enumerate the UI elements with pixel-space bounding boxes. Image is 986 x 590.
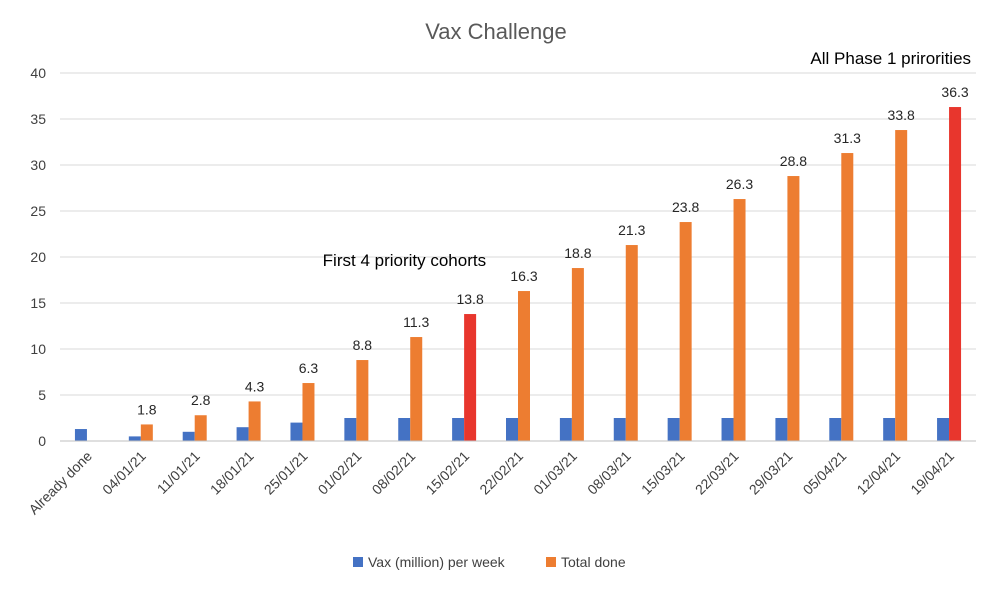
x-tick-label: 25/01/21 [261, 448, 311, 498]
bar-total-done [625, 245, 638, 441]
bar-total-done [679, 222, 692, 441]
data-label: 13.8 [456, 291, 483, 307]
bar-vax-per-week [721, 418, 734, 441]
bar-vax-per-week [883, 418, 896, 441]
legend-swatch [353, 557, 363, 567]
x-tick-label: 01/03/21 [530, 448, 580, 498]
x-tick-label: 08/02/21 [369, 448, 419, 498]
bar-total-done [787, 176, 800, 442]
data-label: 26.3 [726, 176, 753, 192]
data-label: 2.8 [191, 392, 211, 408]
x-tick-label: 04/01/21 [99, 448, 149, 498]
bars [74, 107, 962, 442]
legend-swatch [546, 557, 556, 567]
chart-title: Vax Challenge [425, 19, 566, 44]
x-tick-label: 29/03/21 [746, 448, 796, 498]
data-label: 8.8 [353, 337, 373, 353]
y-tick-label: 40 [30, 65, 46, 81]
y-tick-label: 20 [30, 249, 46, 265]
bar-vax-per-week [398, 418, 411, 441]
bar-total-done [841, 153, 854, 442]
x-tick-label: 19/04/21 [907, 448, 957, 498]
bar-vax-per-week [74, 429, 87, 441]
bar-total-done [194, 415, 207, 441]
bar-vax-per-week [937, 418, 950, 441]
annotations: First 4 priority cohorts All Phase 1 prir… [323, 49, 971, 270]
x-tick-label: 18/01/21 [207, 448, 257, 498]
annotation: All Phase 1 prirorities [810, 49, 971, 68]
bar-total-done [302, 383, 315, 441]
bar-vax-per-week [290, 422, 303, 441]
bar-vax-per-week [182, 431, 195, 441]
bar-vax-per-week [613, 418, 626, 441]
gridlines [60, 72, 976, 442]
bar-vax-per-week [559, 418, 572, 441]
y-tick-label: 30 [30, 157, 46, 173]
x-tick-label: 11/01/21 [154, 448, 203, 497]
data-label: 36.3 [941, 84, 968, 100]
data-label: 18.8 [564, 245, 591, 261]
bar-total-done [140, 424, 153, 441]
data-label: 21.3 [618, 222, 645, 238]
bar-vax-per-week [775, 418, 788, 441]
data-label: 6.3 [299, 360, 319, 376]
y-axis: 0 5 10 15 20 25 30 35 40 [30, 65, 46, 449]
legend: Vax (million) per week Total done [353, 554, 626, 570]
x-tick-label: 22/02/21 [476, 448, 526, 498]
bar-total-done [356, 360, 369, 441]
bar-total-done [518, 291, 530, 441]
bar-vax-per-week [506, 418, 518, 441]
y-tick-label: 15 [30, 295, 46, 311]
bar-total-done [410, 337, 423, 441]
x-tick-label: 01/02/21 [315, 448, 365, 498]
y-tick-label: 25 [30, 203, 46, 219]
bar-vax-per-week [452, 418, 465, 441]
data-label: 1.8 [137, 401, 157, 417]
y-tick-label: 35 [30, 111, 46, 127]
x-tick-label: 22/03/21 [692, 448, 742, 498]
data-labels: 1.8 2.8 4.3 6.3 8.8 11.3 13.8 16.3 18.8 21.3 23.8 2… [137, 84, 969, 417]
legend-label: Total done [561, 554, 626, 570]
bar-vax-per-week [236, 427, 249, 441]
x-tick-label: 15/03/21 [638, 448, 688, 498]
data-label: 28.8 [780, 153, 807, 169]
y-tick-label: 0 [38, 433, 46, 449]
x-tick-label: 08/03/21 [584, 448, 634, 498]
bar-vax-per-week [829, 418, 842, 441]
bar-total-done [571, 268, 584, 441]
bar-vax-per-week [667, 418, 680, 441]
bar-total-done [949, 107, 962, 441]
bar-total-done [464, 314, 477, 441]
data-label: 31.3 [834, 130, 861, 146]
x-axis: Already done 04/01/21 11/01/21 18/01/21 25/0… [25, 440, 976, 518]
bar-total-done [895, 130, 908, 442]
x-tick-label: 12/04/21 [853, 448, 903, 498]
data-label: 16.3 [510, 268, 537, 284]
y-tick-label: 5 [38, 387, 46, 403]
x-tick-label: 05/04/21 [800, 448, 850, 498]
data-label: 11.3 [403, 314, 429, 330]
data-label: 4.3 [245, 378, 265, 394]
annotation: First 4 priority cohorts [323, 251, 486, 270]
x-tick-label: 15/02/21 [422, 448, 472, 498]
data-label: 23.8 [672, 199, 699, 215]
bar-total-done [248, 401, 261, 441]
bar-total-done [733, 199, 746, 441]
x-tick-label: Already done [25, 448, 95, 518]
bar-vax-per-week [344, 418, 357, 441]
legend-label: Vax (million) per week [368, 554, 506, 570]
y-tick-label: 10 [30, 341, 46, 357]
data-label: 33.8 [888, 107, 915, 123]
bar-vax-per-week [128, 436, 141, 441]
